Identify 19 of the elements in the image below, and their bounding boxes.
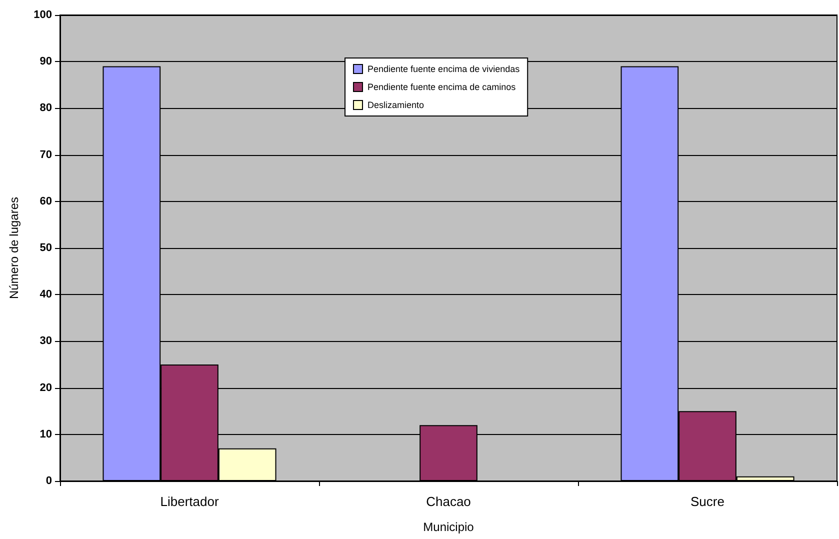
x-tick-label: Chacao <box>426 494 471 509</box>
y-tick-label: 0 <box>46 475 52 487</box>
y-tick-label: 60 <box>40 195 52 208</box>
legend-label: Deslizamiento <box>368 100 424 110</box>
y-tick-label: 20 <box>40 382 52 394</box>
y-tick-label: 40 <box>40 288 52 301</box>
x-axis-title: Municipio <box>423 520 474 534</box>
legend-label: Pendiente fuente encima de viviendas <box>368 64 520 74</box>
y-tick-label: 70 <box>40 148 52 161</box>
legend-label: Pendiente fuente encima de caminos <box>368 82 516 92</box>
y-tick-label: 50 <box>40 242 52 254</box>
y-tick-label: 100 <box>34 9 52 21</box>
x-tick-label: Sucre <box>690 494 724 509</box>
y-tick-label: 10 <box>40 428 52 440</box>
y-tick-label: 80 <box>40 102 52 114</box>
y-tick-label: 30 <box>40 335 52 348</box>
y-tick-label: 90 <box>40 56 52 68</box>
y-axis-title: Número de lugares <box>7 196 21 300</box>
x-tick-label: Libertador <box>160 494 220 509</box>
